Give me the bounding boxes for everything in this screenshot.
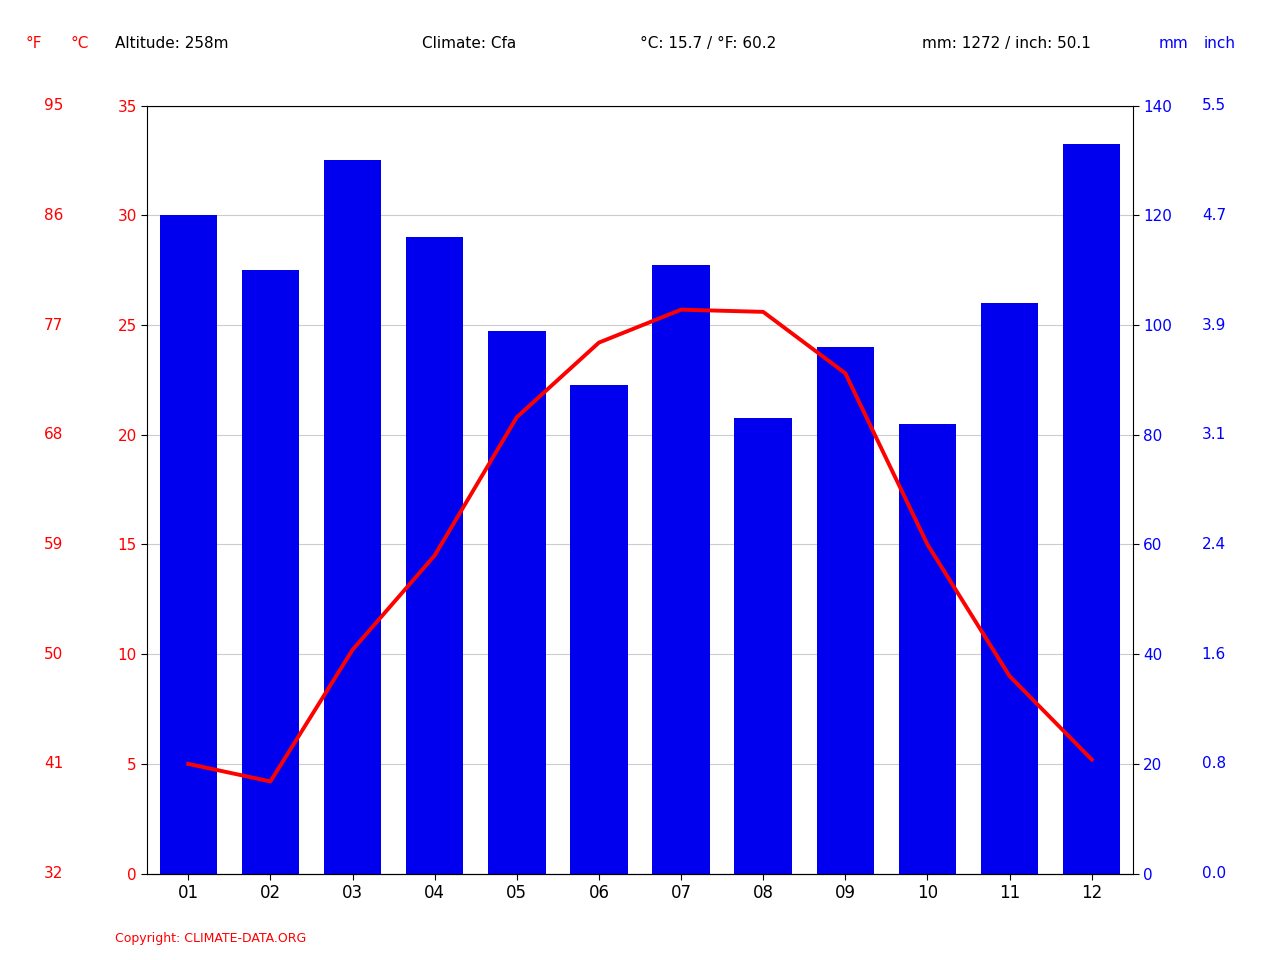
Text: 4.7: 4.7 [1202, 207, 1226, 223]
Text: 59: 59 [44, 537, 64, 552]
Bar [980, 303, 1038, 874]
Text: inch: inch [1203, 36, 1235, 51]
Bar [1062, 144, 1120, 874]
Text: 0.8: 0.8 [1202, 756, 1226, 772]
Text: mm: mm [1158, 36, 1188, 51]
Bar [406, 237, 463, 874]
Bar [735, 419, 792, 874]
Text: °C: 15.7 / °F: 60.2: °C: 15.7 / °F: 60.2 [640, 36, 776, 51]
Text: Altitude: 258m: Altitude: 258m [115, 36, 229, 51]
Bar [570, 385, 627, 874]
Text: 32: 32 [44, 866, 64, 881]
Text: 3.1: 3.1 [1202, 427, 1226, 443]
Bar [653, 265, 710, 874]
Text: 0.0: 0.0 [1202, 866, 1226, 881]
Bar [242, 270, 300, 874]
Bar [899, 423, 956, 874]
Text: 68: 68 [44, 427, 64, 443]
Text: Copyright: CLIMATE-DATA.ORG: Copyright: CLIMATE-DATA.ORG [115, 932, 306, 946]
Text: 95: 95 [44, 98, 64, 113]
Text: 2.4: 2.4 [1202, 537, 1226, 552]
Text: 77: 77 [45, 318, 64, 332]
Bar [817, 347, 874, 874]
Bar [488, 330, 545, 874]
Text: °F: °F [26, 36, 42, 51]
Bar [324, 160, 381, 874]
Text: 41: 41 [45, 756, 64, 772]
Text: 1.6: 1.6 [1202, 647, 1226, 661]
Text: 5.5: 5.5 [1202, 98, 1226, 113]
Text: °C: °C [70, 36, 88, 51]
Text: 3.9: 3.9 [1202, 318, 1226, 332]
Text: Climate: Cfa: Climate: Cfa [422, 36, 517, 51]
Text: 50: 50 [45, 647, 64, 661]
Text: 86: 86 [44, 207, 64, 223]
Bar [160, 215, 218, 874]
Text: mm: 1272 / inch: 50.1: mm: 1272 / inch: 50.1 [922, 36, 1091, 51]
